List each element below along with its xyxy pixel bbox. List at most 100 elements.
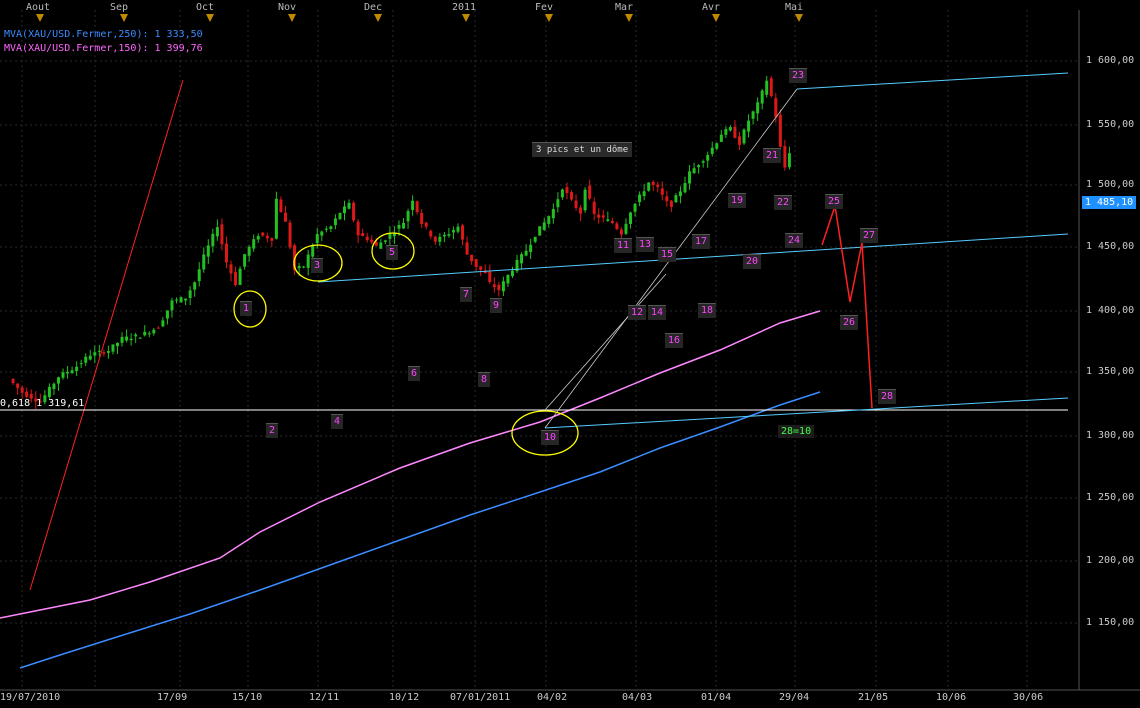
month-label: Fev [535, 2, 554, 13]
candle-body [229, 264, 233, 274]
equality-label: 28=10 [778, 425, 815, 438]
candle-body [297, 265, 301, 269]
candle-body [524, 250, 528, 256]
month-label: Nov [278, 2, 297, 13]
candle-body [347, 202, 351, 209]
candle-body [756, 102, 760, 114]
candle-body [760, 90, 764, 104]
candle-body [706, 154, 710, 161]
fibonacci-level-label: 0,618 1 319,61 [0, 398, 85, 409]
candle-body [560, 189, 564, 198]
x-tick-label: 30/06 [1013, 692, 1044, 703]
candle-body [420, 212, 424, 224]
candle-body [451, 230, 455, 233]
x-tick-label: 21/05 [858, 692, 889, 703]
candle-body [156, 327, 160, 329]
highlight-circle [233, 290, 267, 328]
candle-body [737, 136, 741, 145]
candle-body [692, 168, 696, 174]
candle-body [29, 393, 33, 399]
candle-body [669, 200, 673, 207]
wave-label: 14 [648, 305, 667, 320]
candle-body [606, 219, 610, 221]
candle-body [629, 212, 633, 224]
wave-label: 22 [774, 195, 793, 210]
candle-body [742, 129, 746, 144]
y-tick-label: 1 200,00 [1086, 555, 1135, 566]
neckline-upper [317, 233, 1069, 283]
candle-body [520, 254, 524, 264]
candle-body [456, 226, 460, 232]
candle-body [715, 143, 719, 149]
wave-label: 11 [614, 238, 633, 253]
candle-body [70, 370, 74, 374]
candle-body [111, 344, 115, 352]
candle-body [20, 387, 24, 393]
wave-label: 16 [665, 333, 684, 348]
x-tick-label: 10/12 [389, 692, 420, 703]
candle-body [415, 201, 419, 213]
candle-body [374, 242, 378, 246]
wave-label: 21 [763, 148, 782, 163]
candle-body [424, 222, 428, 227]
candle-body [688, 171, 692, 184]
candle-body [16, 383, 20, 388]
candle-body [206, 245, 210, 257]
wave-label: 5 [386, 245, 399, 260]
x-tick-label: 04/03 [622, 692, 653, 703]
candle-body [556, 199, 560, 208]
month-label: Mai [785, 2, 804, 13]
candle-body [570, 192, 573, 200]
wave-label: 7 [460, 287, 473, 302]
candle-body [265, 235, 269, 239]
candle-body [624, 223, 628, 234]
candle-body [343, 206, 346, 214]
y-tick-label: 1 450,00 [1086, 241, 1135, 252]
wave-label: 20 [743, 254, 762, 269]
candle-body [279, 199, 283, 213]
candle-body [84, 356, 88, 363]
candle-body [497, 284, 501, 291]
candle-body [66, 371, 70, 374]
x-tick-label: 04/02 [537, 692, 568, 703]
candle-body [642, 191, 646, 197]
wave-label: 15 [658, 247, 677, 262]
candle-body [406, 211, 410, 222]
candle-body [783, 146, 787, 168]
candle-body [660, 188, 664, 195]
candle-body [551, 209, 555, 219]
wave-label: 9 [490, 298, 503, 313]
wave-label: 26 [840, 315, 859, 330]
x-tick-label: 12/11 [309, 692, 340, 703]
candle-body [356, 221, 360, 236]
y-tick-label: 1 250,00 [1086, 492, 1135, 503]
candle-body [161, 320, 165, 327]
month-markers [36, 14, 803, 22]
candle-body [256, 236, 260, 240]
projection-path [821, 205, 873, 409]
candle-body [38, 401, 42, 403]
candle-body [383, 240, 387, 242]
candle-body [333, 218, 337, 226]
candle-body [274, 198, 278, 239]
candle-body [733, 126, 737, 138]
candle-body [52, 383, 56, 389]
candle-body [315, 233, 319, 244]
candle-body [565, 187, 569, 194]
candle-body [402, 222, 406, 229]
candle-body [152, 329, 156, 334]
wave-label: 17 [692, 234, 711, 249]
candle-body [787, 153, 791, 168]
candle-body [529, 244, 533, 253]
month-label: Avr [702, 2, 721, 13]
y-tick-label: 1 150,00 [1086, 617, 1135, 628]
month-marker [206, 14, 214, 22]
candle-body [365, 236, 369, 241]
wave-label: 25 [825, 194, 844, 209]
candle-body [125, 336, 129, 341]
candle-body [510, 270, 514, 277]
month-marker [462, 14, 470, 22]
current-price-tag: 1 485,10 [1082, 196, 1137, 209]
candle-body [224, 243, 228, 263]
